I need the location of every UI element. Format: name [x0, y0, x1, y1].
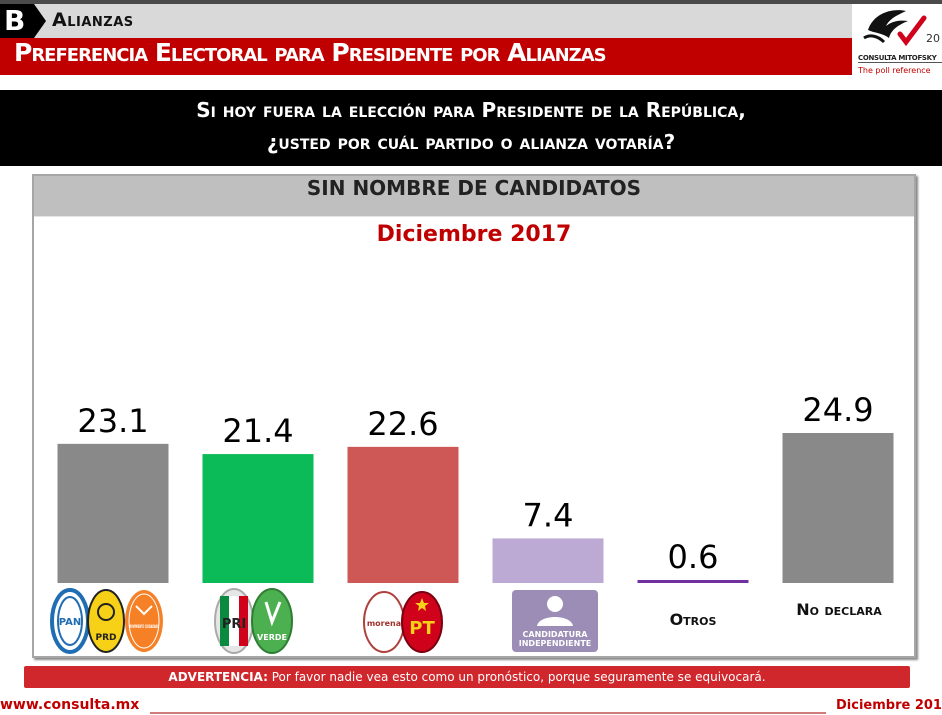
- chart-title: Diciembre 2017: [376, 222, 572, 247]
- question-line-2: ¿usted por cuál partido o alianza votarí…: [266, 130, 676, 154]
- morena-logo-icon: morena: [363, 591, 405, 653]
- candidatura-independiente-logo-icon: CANDIDATURA INDEPENDIENTE: [512, 590, 598, 652]
- logo-box: [855, 4, 942, 82]
- title-band: [0, 38, 852, 75]
- consulta-mitofsky-logo-icon: 20: [863, 10, 940, 47]
- pri-logo-icon: PRI: [214, 588, 254, 654]
- logo-tagline: The poll reference: [858, 66, 931, 75]
- morena-pt-logos: morena PT: [363, 591, 443, 653]
- question-line-1: Si hoy fuera la elección para Presidente…: [196, 98, 746, 122]
- logo-name: CONSULTA MITOFSKY: [858, 54, 942, 63]
- top-bar: [0, 0, 942, 4]
- section-arrow-icon: [34, 4, 46, 38]
- page-title: Preferencia Electoral para Presidente po…: [14, 38, 607, 67]
- chart-panel: [32, 174, 916, 658]
- svg-text:PAN: PAN: [59, 617, 82, 628]
- logo-badge: 20: [926, 32, 940, 45]
- candidatura-independiente-label-line: INDEPENDIENTE: [519, 639, 592, 648]
- svg-text:morena: morena: [367, 619, 401, 628]
- verde-logo-icon: VERDE: [251, 588, 293, 654]
- pri-verde-logos: PRI VERDE: [214, 588, 293, 654]
- svg-text:PRD: PRD: [96, 633, 117, 643]
- candidatura-independiente-label-line: CANDIDATURA: [523, 630, 589, 639]
- movimiento-ciudadano-logo-icon: MOVIMIENTO CIUDADANO: [125, 590, 163, 652]
- warning-text: Por favor nadie vea esto como un pronóst…: [267, 670, 766, 684]
- svg-text:VERDE: VERDE: [257, 633, 287, 642]
- category-label-otros: Otros: [669, 610, 717, 629]
- website-link[interactable]: www.consulta.mx: [0, 697, 140, 713]
- svg-text:PRI: PRI: [222, 617, 246, 632]
- section-label: Alianzas: [52, 9, 134, 31]
- question-box: [0, 90, 942, 166]
- warning-label: ADVERTENCIA:: [168, 670, 268, 684]
- footer-date: Diciembre 2017: [836, 698, 942, 713]
- panel-header: [34, 176, 914, 217]
- panel-heading: SIN NOMBRE DE CANDIDATOS: [306, 176, 642, 200]
- svg-text:PT: PT: [409, 618, 435, 639]
- candidatura-independiente-label: CANDIDATURA INDEPENDIENTE: [519, 630, 592, 648]
- section-band: [0, 4, 852, 38]
- pan-prd-mc-logos: PAN PRD MOVIMIENTO CIUDADANO: [50, 588, 163, 654]
- svg-text:MOVIMIENTO CIUDADANO: MOVIMIENTO CIUDADANO: [129, 624, 159, 630]
- star-icon: [415, 598, 429, 611]
- pan-logo-icon: PAN: [50, 588, 90, 654]
- pt-logo-icon: PT: [401, 591, 443, 653]
- category-label-no-declara: No declara: [796, 600, 882, 619]
- footer-divider: [150, 712, 826, 714]
- prd-logo-icon: PRD: [87, 589, 125, 653]
- warning-banner: ADVERTENCIA: Por favor nadie vea esto co…: [24, 666, 910, 688]
- section-letter: B: [0, 4, 34, 38]
